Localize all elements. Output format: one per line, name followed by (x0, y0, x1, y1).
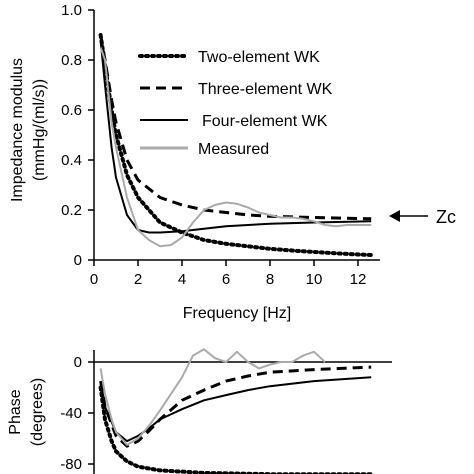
impedance-xlabel: Frequency [Hz] (183, 305, 291, 322)
impedance-y-tick-label: 1.0 (61, 2, 82, 19)
phase-y-ticks: 0 -40 -80 (60, 354, 94, 473)
impedance-ylabel-line2: (mmHg/(ml/s)) (31, 79, 48, 181)
impedance-x-tick-label: 8 (266, 271, 274, 288)
phase-line-measured (99, 348, 326, 446)
zc-arrow-icon (389, 210, 400, 222)
phase-panel: Phase (degrees) 0 -40 -80 (7, 348, 392, 474)
impedance-x-tick-label: 0 (90, 271, 98, 288)
phase-ylabel-line1: Phase (7, 389, 24, 434)
legend-label-three-element: Three-element WK (198, 81, 333, 98)
phase-line-two-element-wk (98, 385, 374, 474)
phase-line-three-element-wk (99, 365, 372, 448)
impedance-line-measured (99, 47, 372, 248)
impedance-line-two-element-wk (98, 33, 374, 257)
zc-annotation: Zc (389, 207, 456, 227)
legend-label-measured: Measured (198, 141, 269, 158)
impedance-x-ticks: 0 2 4 6 8 10 12 (90, 260, 367, 288)
impedance-series (98, 33, 374, 257)
phase-series (98, 348, 374, 474)
impedance-line-four-element-wk (99, 39, 372, 234)
impedance-y-ticks: 0 0.2 0.4 0.6 0.8 1.0 (61, 2, 94, 269)
phase-ylabel-line2: (degrees) (29, 378, 46, 446)
phase-y-tick-label: 0 (74, 354, 82, 371)
impedance-x-tick-label: 4 (178, 271, 186, 288)
impedance-y-tick-label: 0.4 (61, 152, 82, 169)
impedance-line-three-element-wk (99, 34, 372, 221)
phase-y-tick-label: -80 (60, 456, 82, 473)
legend: Two-element WK Three-element WK Four-ele… (138, 49, 333, 158)
impedance-x-tick-label: 2 (134, 271, 142, 288)
impedance-ylabel-line1: Impedance modulus (9, 58, 26, 202)
impedance-y-tick-label: 0.2 (61, 202, 82, 219)
phase-line-four-element-wk (99, 376, 372, 443)
legend-label-four-element: Four-element WK (202, 113, 328, 130)
impedance-y-tick-label: 0.8 (61, 52, 82, 69)
impedance-x-tick-label: 10 (306, 271, 323, 288)
impedance-y-tick-label: 0.6 (61, 102, 82, 119)
zc-label: Zc (436, 207, 456, 227)
phase-y-tick-label: -40 (60, 405, 82, 422)
impedance-x-tick-label: 12 (350, 271, 367, 288)
impedance-panel: Impedance modulus (mmHg/(ml/s)) 00.20.40… (9, 2, 456, 322)
impedance-y-tick-label: 0 (74, 252, 82, 269)
impedance-x-tick-label: 6 (222, 271, 230, 288)
legend-label-two-element: Two-element WK (198, 49, 320, 66)
